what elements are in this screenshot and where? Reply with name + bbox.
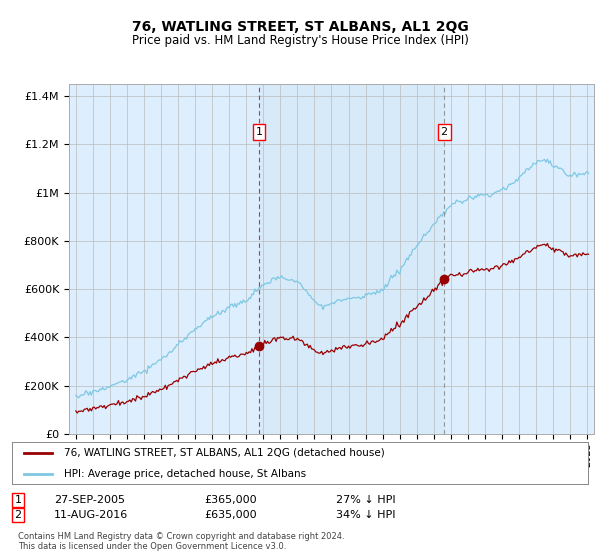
Bar — [259, 84, 444, 434]
Text: 2: 2 — [440, 127, 448, 137]
Text: £635,000: £635,000 — [204, 510, 257, 520]
Text: 27% ↓ HPI: 27% ↓ HPI — [336, 495, 395, 505]
Text: 34% ↓ HPI: 34% ↓ HPI — [336, 510, 395, 520]
Text: 11-AUG-2016: 11-AUG-2016 — [54, 510, 128, 520]
Text: Price paid vs. HM Land Registry's House Price Index (HPI): Price paid vs. HM Land Registry's House … — [131, 34, 469, 46]
Text: 1: 1 — [14, 495, 22, 505]
Text: 27-SEP-2005: 27-SEP-2005 — [54, 495, 125, 505]
Text: 2: 2 — [14, 510, 22, 520]
Text: 76, WATLING STREET, ST ALBANS, AL1 2QG (detached house): 76, WATLING STREET, ST ALBANS, AL1 2QG (… — [64, 448, 385, 458]
Text: Contains HM Land Registry data © Crown copyright and database right 2024.
This d: Contains HM Land Registry data © Crown c… — [18, 532, 344, 552]
Text: 76, WATLING STREET, ST ALBANS, AL1 2QG: 76, WATLING STREET, ST ALBANS, AL1 2QG — [131, 20, 469, 34]
Text: HPI: Average price, detached house, St Albans: HPI: Average price, detached house, St A… — [64, 469, 306, 479]
Text: £365,000: £365,000 — [204, 495, 257, 505]
Text: 1: 1 — [256, 127, 263, 137]
